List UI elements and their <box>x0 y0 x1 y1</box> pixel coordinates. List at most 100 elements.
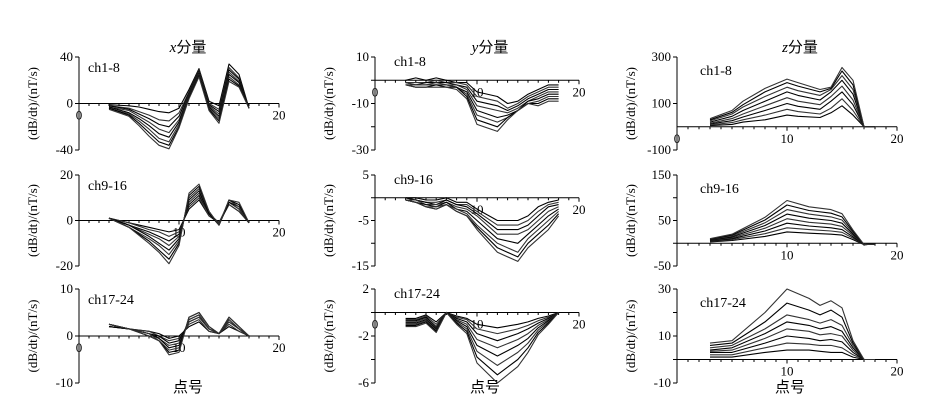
y-axis-label: (dB/dt)/(nT/s) <box>25 67 40 140</box>
series-line-2 <box>710 342 875 361</box>
x-tick-label: 20 <box>891 131 904 146</box>
series-line-3 <box>405 82 559 112</box>
series-line-8 <box>108 183 250 265</box>
series-line-7 <box>709 70 875 128</box>
panel-x-ch1-8: 40 0 -40 0 20 (dB/dt)/(nT/s) ch1-8 <box>25 49 286 157</box>
x-axis-label-col2: 点号 <box>470 379 500 396</box>
series-line-1 <box>405 77 559 105</box>
y-axis-label: (dB/dt)/(nT/s) <box>623 184 638 257</box>
y-tick-label: -6 <box>358 375 369 390</box>
x-tick-label: 10 <box>781 364 794 379</box>
series-line-4 <box>405 311 559 349</box>
series-line-6 <box>108 314 250 351</box>
panel-label: ch9-16 <box>394 173 433 188</box>
y-tick-label: 40 <box>60 49 73 64</box>
series-line-3 <box>710 335 875 361</box>
y-tick-label: -30 <box>352 142 369 157</box>
series-line-8 <box>709 66 875 128</box>
series-line-4 <box>405 82 559 114</box>
series-line-1 <box>405 197 559 222</box>
y-tick-label: 0 <box>67 96 74 111</box>
series-line-5 <box>709 321 875 361</box>
y-tick-label: 10 <box>356 49 369 64</box>
panel-label: ch1-8 <box>394 55 426 70</box>
x-tick-label: 20 <box>573 84 586 99</box>
x-tick-label: 20 <box>273 108 286 123</box>
series-line-2 <box>405 79 559 109</box>
series-line-1 <box>709 105 875 128</box>
series-line-1 <box>709 231 876 246</box>
panel-z-ch17-24: 30 10 -10 10 20 (dB/dt)/(nT/s) ch17-24 <box>623 281 904 390</box>
series-line-5 <box>108 72 250 138</box>
panel-label: ch17-24 <box>700 296 746 311</box>
series-line-6 <box>709 75 875 128</box>
y-tick-label: -10 <box>654 375 671 390</box>
y-tick-label: 100 <box>652 96 672 111</box>
column-title-y: y分量 <box>470 39 509 56</box>
y-tick-label: -100 <box>647 142 671 157</box>
series-line-4 <box>709 85 875 128</box>
y-tick-label: 0 <box>67 213 74 228</box>
x-tick-label: 0 <box>76 340 83 355</box>
series-line-1 <box>108 63 250 114</box>
series-line-2 <box>405 311 559 335</box>
series-line-2 <box>709 98 875 128</box>
series-line-6 <box>709 314 875 361</box>
series-line-8 <box>405 311 560 384</box>
series-line-5 <box>405 199 559 244</box>
y-axis-label: (dB/dt)/(nT/s) <box>25 184 40 257</box>
series-line-2 <box>108 197 250 237</box>
x-tick-label: 20 <box>273 340 286 355</box>
series-line-8 <box>405 84 559 132</box>
x-axis-label-col1: 点号 <box>173 379 203 396</box>
series-line-5 <box>709 79 875 128</box>
y-tick-label: 10 <box>60 281 73 296</box>
y-axis-label: (dB/dt)/(nT/s) <box>25 300 40 373</box>
y-tick-label: 30 <box>658 281 671 296</box>
y-tick-label: 20 <box>60 167 73 182</box>
y-tick-label: -5 <box>358 213 369 228</box>
series-line-2 <box>108 319 250 342</box>
column-title-x: x分量 <box>169 39 207 56</box>
series-line-8 <box>405 199 560 262</box>
y-tick-label: -40 <box>56 142 73 157</box>
y-tick-label: 300 <box>652 49 672 64</box>
y-tick-label: 0 <box>67 328 74 343</box>
x-tick-label: 0 <box>372 84 379 99</box>
x-tick-label: 20 <box>273 225 286 240</box>
panel-label: ch9-16 <box>88 179 127 194</box>
panel-label: ch9-16 <box>700 182 739 197</box>
x-tick-label: 10 <box>781 131 794 146</box>
panel-label: ch17-24 <box>88 293 134 308</box>
y-tick-label: -2 <box>358 328 369 343</box>
series-line-8 <box>108 76 250 150</box>
x-axis-label-col3: 点号 <box>775 379 805 396</box>
x-tick-label: 20 <box>891 364 904 379</box>
y-axis-label: (dB/dt)/(nT/s) <box>321 67 336 140</box>
series-line-6 <box>405 84 559 123</box>
y-tick-label: -10 <box>56 375 73 390</box>
panel-y-ch17-24: 2-2-60 10 20(dB/dt)/(nT/s)ch17-24 <box>321 281 586 390</box>
series-line-3 <box>709 91 875 128</box>
series-line-8 <box>709 288 875 361</box>
series-line-3 <box>405 311 559 342</box>
x-tick-label: 20 <box>573 202 586 217</box>
panel-label: ch1-8 <box>88 61 120 76</box>
series-line-8 <box>108 311 250 356</box>
panel-x-ch17-24: 100-100 10 20(dB/dt)/(nT/s) ch17-24 <box>25 281 286 390</box>
y-tick-label: 150 <box>652 167 672 182</box>
y-axis-label: (dB/dt)/(nT/s) <box>321 300 336 373</box>
series-line-1 <box>405 311 559 329</box>
panel-z-ch9-16: 150 50 -50 10 20 (dB/dt)/(nT/s) ch9-16 <box>623 167 904 273</box>
x-tick-label: 0 <box>76 108 83 123</box>
series-line-6 <box>405 311 559 366</box>
y-tick-label: -20 <box>56 258 73 273</box>
series-line-7 <box>405 84 559 128</box>
x-tick-label: 20 <box>573 317 586 332</box>
series-line-1 <box>710 349 875 361</box>
series-line-3 <box>405 197 559 231</box>
y-tick-label: 10 <box>658 328 671 343</box>
